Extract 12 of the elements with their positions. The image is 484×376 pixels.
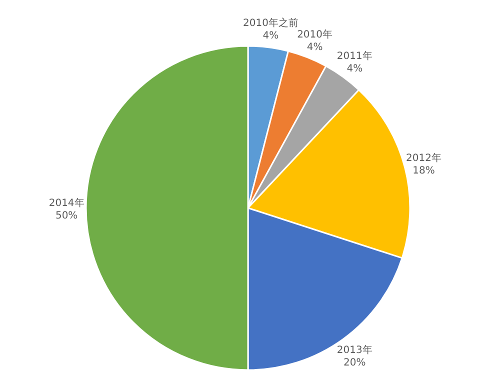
data-label: 4% [262, 30, 279, 42]
slice-label: 2014年 [48, 197, 84, 209]
slice-label: 2010年 [297, 28, 333, 40]
data-label: 50% [55, 210, 78, 222]
data-label: 4% [306, 42, 323, 53]
data-label: 4% [346, 64, 363, 75]
slice-label: 2011年 [336, 50, 372, 62]
data-label: 20% [344, 357, 366, 368]
slice-label: 2013年 [336, 344, 372, 356]
slice-label: 2012年 [406, 152, 442, 164]
slice-label: 2010年之前 [243, 16, 298, 29]
data-label: 18% [412, 165, 435, 176]
